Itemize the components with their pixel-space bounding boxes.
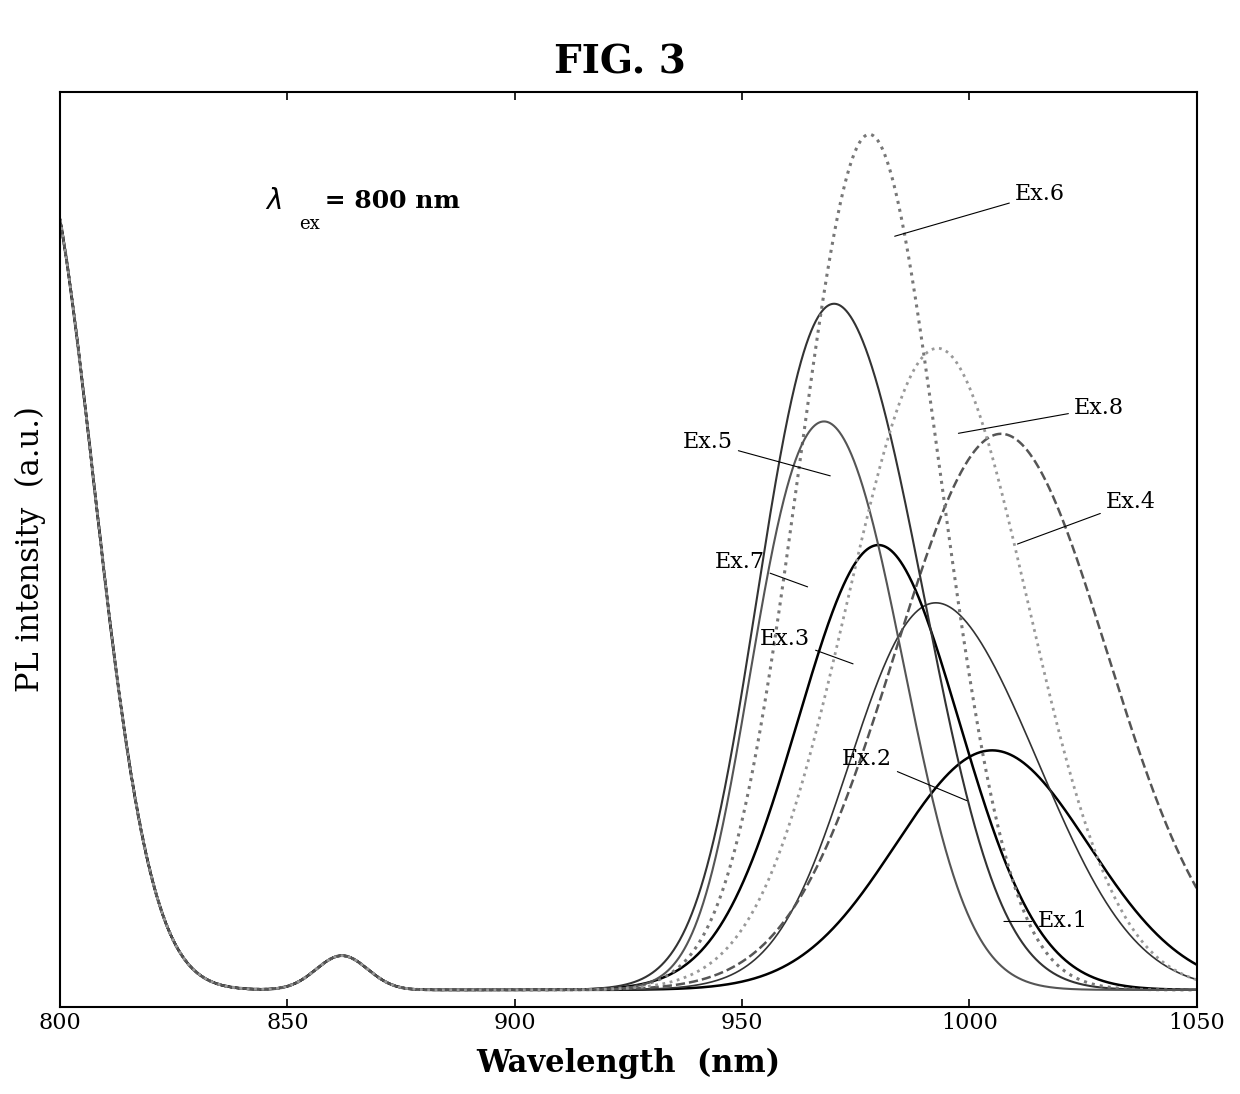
- Text: FIG. 3: FIG. 3: [554, 44, 686, 82]
- Text: Ex.6: Ex.6: [895, 184, 1065, 236]
- Text: $\lambda$: $\lambda$: [264, 188, 281, 214]
- Text: Ex.1: Ex.1: [1004, 910, 1087, 932]
- Y-axis label: PL intensity  (a.u.): PL intensity (a.u.): [15, 406, 46, 693]
- Text: Ex.8: Ex.8: [959, 397, 1123, 433]
- Text: Ex.5: Ex.5: [683, 431, 831, 476]
- Text: ex: ex: [299, 216, 320, 233]
- Text: Ex.4: Ex.4: [1017, 491, 1156, 544]
- Text: Ex.2: Ex.2: [842, 748, 967, 801]
- Text: Ex.3: Ex.3: [760, 628, 853, 664]
- Text: = 800 nm: = 800 nm: [316, 189, 460, 213]
- X-axis label: Wavelength  (nm): Wavelength (nm): [476, 1048, 780, 1079]
- Text: Ex.7: Ex.7: [714, 551, 807, 586]
